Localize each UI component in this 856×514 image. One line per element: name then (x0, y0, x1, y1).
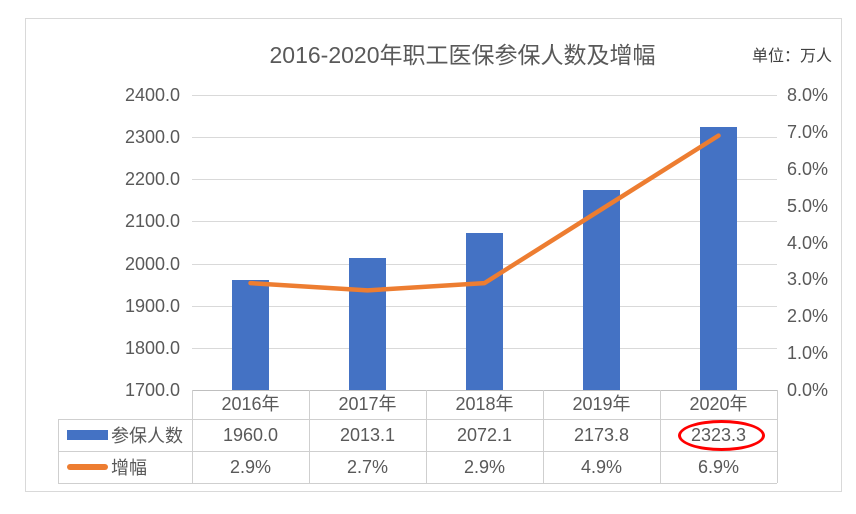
legend-label-growth: 增幅 (111, 458, 147, 478)
right-axis-tick: 3.0% (787, 269, 829, 290)
left-axis-tick: 2100.0 (124, 211, 180, 232)
table-border-h (58, 419, 777, 420)
plot-area (192, 95, 777, 391)
table-cell-year: 2020年 (689, 394, 748, 414)
right-axis-tick: 7.0% (787, 121, 829, 142)
bar-series-swatch-icon (67, 430, 108, 440)
table-cell-enrollment: 2072.1 (456, 425, 513, 445)
table-border-h (58, 451, 777, 452)
table-cell-year: 2019年 (572, 394, 631, 414)
bar-2018年 (466, 233, 503, 390)
chart-title: 2016-2020年职工医保参保人数及增幅 (269, 42, 656, 68)
right-axis-tick: 1.0% (787, 343, 829, 364)
right-axis-tick: 8.0% (787, 85, 829, 105)
x-axis-line (192, 390, 777, 391)
legend-item-growth: 增幅 (58, 451, 192, 483)
table-cell-enrollment: 2013.1 (339, 425, 396, 445)
table-cell-growth: 2.7% (346, 457, 389, 477)
left-axis-tick: 1700.0 (124, 380, 180, 400)
left-axis-tick: 2000.0 (124, 253, 180, 274)
left-axis-tick: 1900.0 (124, 295, 180, 316)
left-axis-tick: 2300.0 (124, 127, 180, 148)
line-series-swatch-icon (67, 464, 108, 470)
gridline (192, 95, 777, 96)
table-cell-growth: 2.9% (229, 457, 272, 477)
table-cell-growth: 6.9% (697, 457, 740, 477)
table-border-v (660, 390, 661, 483)
left-axis-tick: 1800.0 (124, 337, 180, 358)
table-border-v (426, 390, 427, 483)
table-cell-growth: 4.9% (580, 457, 623, 477)
table-border-v (309, 390, 310, 483)
table-cell-year: 2017年 (338, 394, 397, 414)
table-border-h (58, 483, 777, 484)
bar-2019年 (583, 190, 620, 390)
legend-item-enrollment: 参保人数 (58, 419, 192, 451)
table-border-v (58, 419, 59, 483)
growth-line (248, 133, 721, 293)
table-cell-enrollment: 1960.0 (222, 425, 279, 445)
gridline (192, 179, 777, 180)
right-axis-tick: 6.0% (787, 158, 829, 179)
right-axis-tick: 0.0% (787, 380, 829, 400)
legend-label-enrollment: 参保人数 (111, 426, 183, 446)
table-border-v (192, 390, 193, 483)
left-axis-tick: 2400.0 (124, 85, 180, 105)
annotation-ellipse (678, 420, 765, 451)
table-border-v (777, 390, 778, 483)
table-cell-year: 2016年 (221, 394, 280, 414)
gridline (192, 137, 777, 138)
table-cell-year: 2018年 (455, 394, 514, 414)
bar-2016年 (232, 280, 269, 390)
table-cell-enrollment: 2173.8 (573, 425, 630, 445)
bar-2020年 (700, 127, 737, 390)
gridline (192, 221, 777, 222)
right-axis-tick: 5.0% (787, 195, 829, 216)
unit-label: 单位：万人 (751, 48, 832, 65)
bar-2017年 (349, 258, 386, 390)
right-axis-tick: 2.0% (787, 306, 829, 327)
table-cell-growth: 2.9% (463, 457, 506, 477)
table-border-v (543, 390, 544, 483)
left-axis-tick: 2200.0 (124, 169, 180, 190)
right-axis-tick: 4.0% (787, 232, 829, 253)
growth-line-chart (248, 133, 721, 293)
